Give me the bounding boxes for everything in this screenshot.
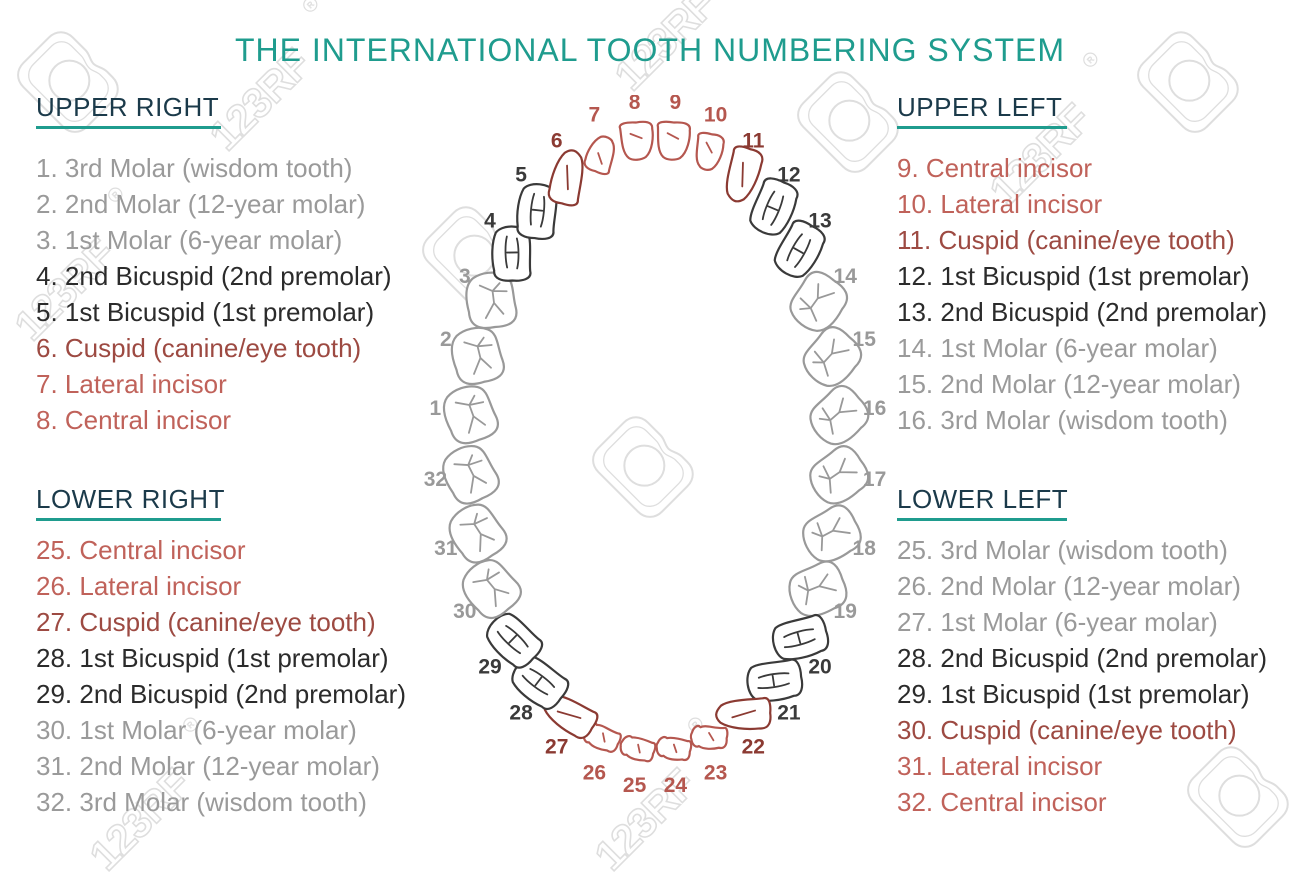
svg-text:29: 29 xyxy=(478,656,501,679)
svg-text:12: 12 xyxy=(777,164,800,187)
svg-text:11: 11 xyxy=(742,129,765,152)
svg-text:14: 14 xyxy=(834,265,858,288)
svg-text:32: 32 xyxy=(424,468,447,491)
svg-text:5: 5 xyxy=(515,164,527,187)
svg-text:22: 22 xyxy=(742,736,765,759)
svg-text:30: 30 xyxy=(453,600,476,623)
svg-text:28: 28 xyxy=(509,701,533,724)
svg-text:7: 7 xyxy=(589,103,601,126)
svg-text:17: 17 xyxy=(863,468,886,491)
svg-text:18: 18 xyxy=(853,537,877,560)
svg-text:21: 21 xyxy=(777,701,801,724)
svg-text:19: 19 xyxy=(834,600,857,623)
svg-text:24: 24 xyxy=(664,774,688,795)
svg-text:4: 4 xyxy=(484,209,496,232)
svg-text:2: 2 xyxy=(440,328,452,351)
svg-text:8: 8 xyxy=(629,95,641,114)
svg-text:25: 25 xyxy=(623,774,647,795)
svg-text:6: 6 xyxy=(551,129,563,152)
svg-text:1: 1 xyxy=(430,397,442,420)
svg-text:26: 26 xyxy=(583,762,606,785)
svg-text:9: 9 xyxy=(670,95,682,114)
svg-text:27: 27 xyxy=(545,736,568,759)
svg-text:31: 31 xyxy=(434,537,458,560)
svg-text:10: 10 xyxy=(704,103,727,126)
svg-text:13: 13 xyxy=(808,209,831,232)
svg-text:20: 20 xyxy=(808,656,831,679)
svg-text:16: 16 xyxy=(863,397,886,420)
svg-text:15: 15 xyxy=(853,328,877,351)
svg-text:23: 23 xyxy=(704,762,727,785)
svg-text:3: 3 xyxy=(459,265,471,288)
svg-text:R: R xyxy=(305,0,316,10)
